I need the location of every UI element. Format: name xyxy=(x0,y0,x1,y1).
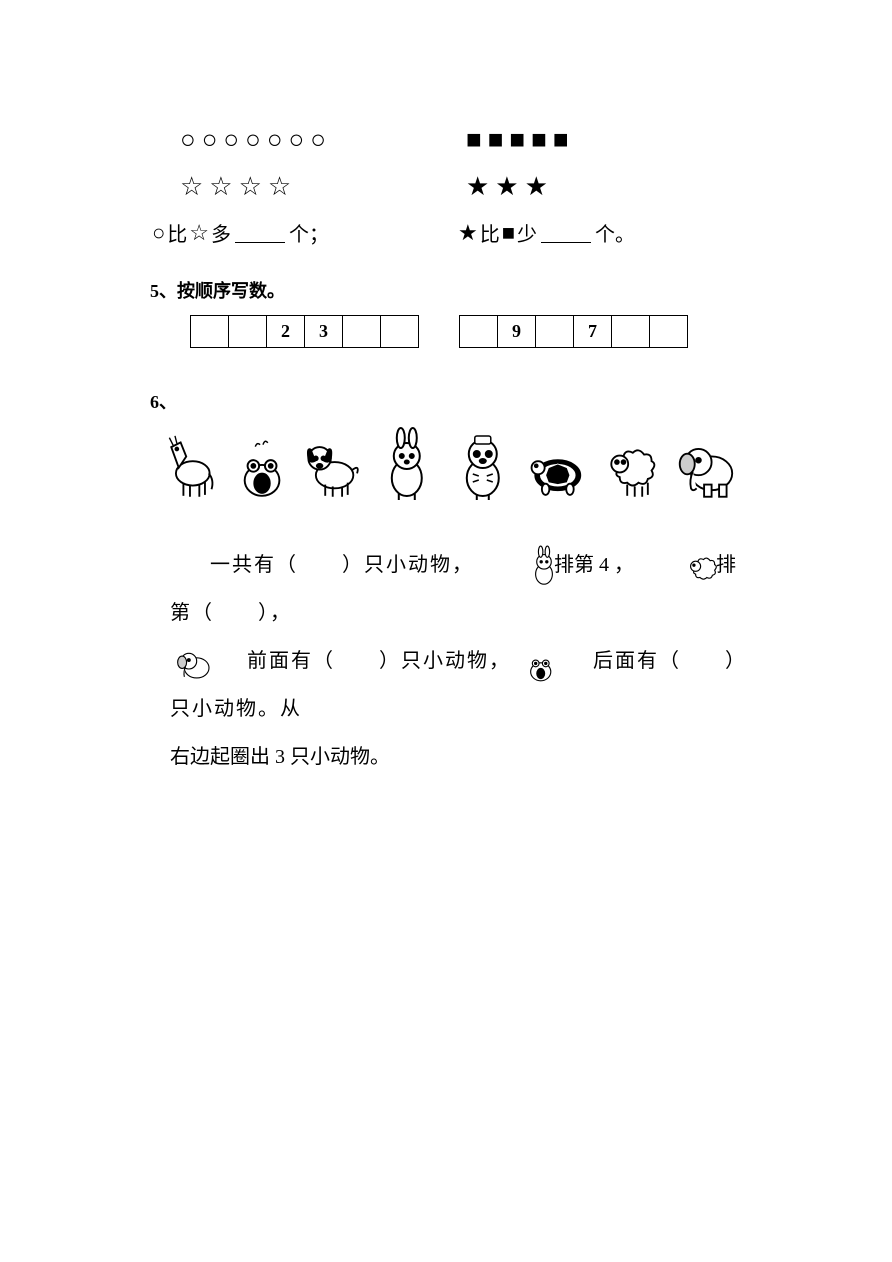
animals-row xyxy=(150,426,742,501)
elephant-icon xyxy=(676,426,742,501)
shapes-row1: ○○○○○○○ ■■■■■ xyxy=(150,120,742,159)
horse-icon xyxy=(160,426,226,501)
q5-label: 5、按顺序写数。 xyxy=(150,277,742,303)
seq-cell: 2 xyxy=(267,316,305,348)
q6-t6: 右边起圈出 3 只小动物。 xyxy=(170,746,390,768)
inline-sheep-icon xyxy=(643,545,685,587)
compare-text: 比 xyxy=(480,218,500,247)
inline-frog-icon xyxy=(520,641,562,683)
tiger-icon xyxy=(450,426,516,501)
right-squares: ■■■■■ xyxy=(446,120,742,159)
circle-symbol: ○ xyxy=(152,220,165,246)
sequence-2: 9 7 xyxy=(459,315,688,348)
compare-suffix: 个； xyxy=(289,218,329,247)
q4-shapes: ○○○○○○○ ■■■■■ ☆☆☆☆ ★★★ ○ 比 ☆ 多 个； ★ 比 ■ … xyxy=(150,120,742,247)
seq-cell[interactable] xyxy=(460,316,498,348)
seq-cell[interactable] xyxy=(650,316,688,348)
q5-section: 5、按顺序写数。 2 3 9 7 xyxy=(150,277,742,348)
q6-text: 一共有（ ）只小动物， 排第 4 ， 排第（ ）， 前面有（ ）只小动物， xyxy=(150,541,742,781)
shapes-row2: ☆☆☆☆ ★★★ xyxy=(150,167,742,206)
seq-cell[interactable] xyxy=(612,316,650,348)
turtle-icon xyxy=(525,426,591,501)
seq-cell[interactable] xyxy=(229,316,267,348)
compare-word: 多 xyxy=(211,218,231,247)
compare-row: ○ 比 ☆ 多 个； ★ 比 ■ 少 个。 xyxy=(150,218,742,247)
seq-cell[interactable] xyxy=(381,316,419,348)
seq-cell: 3 xyxy=(305,316,343,348)
filled-square-symbol: ■ xyxy=(502,220,515,246)
q6-t4: 前面有（ ）只小动物， xyxy=(225,650,511,672)
q6-t1: 一共有（ ）只小动物， xyxy=(210,554,474,576)
right-stars: ★★★ xyxy=(446,167,742,206)
seq-cell: 7 xyxy=(574,316,612,348)
left-stars: ☆☆☆☆ xyxy=(150,167,446,206)
page-content: ○○○○○○○ ■■■■■ ☆☆☆☆ ★★★ ○ 比 ☆ 多 个； ★ 比 ■ … xyxy=(0,0,892,781)
compare-left: ○ 比 ☆ 多 个； xyxy=(150,218,446,247)
compare-right: ★ 比 ■ 少 个。 xyxy=(446,218,742,247)
frog-icon xyxy=(236,426,289,501)
compare-text: 比 xyxy=(167,218,187,247)
compare-suffix: 个。 xyxy=(595,218,635,247)
seq-cell[interactable] xyxy=(343,316,381,348)
q6-label: 6、 xyxy=(150,388,742,414)
compare-word: 少 xyxy=(517,218,537,247)
q6-section: 6、 xyxy=(150,388,742,781)
sheep-icon xyxy=(601,426,667,501)
rabbit-icon xyxy=(374,426,440,501)
star-symbol: ☆ xyxy=(189,220,209,246)
filled-star-symbol: ★ xyxy=(458,220,478,246)
seq-cell[interactable] xyxy=(191,316,229,348)
sequence-1: 2 3 xyxy=(190,315,419,348)
inline-rabbit-icon xyxy=(483,545,525,587)
q6-t2: 排第 4 ， xyxy=(534,554,634,576)
blank-input[interactable] xyxy=(541,223,591,243)
blank-input[interactable] xyxy=(235,223,285,243)
sequences-container: 2 3 9 7 xyxy=(150,315,742,348)
seq-cell[interactable] xyxy=(536,316,574,348)
inline-elephant-icon xyxy=(174,641,216,683)
left-circles: ○○○○○○○ xyxy=(150,120,446,159)
seq-cell: 9 xyxy=(498,316,536,348)
dog-icon xyxy=(299,426,365,501)
